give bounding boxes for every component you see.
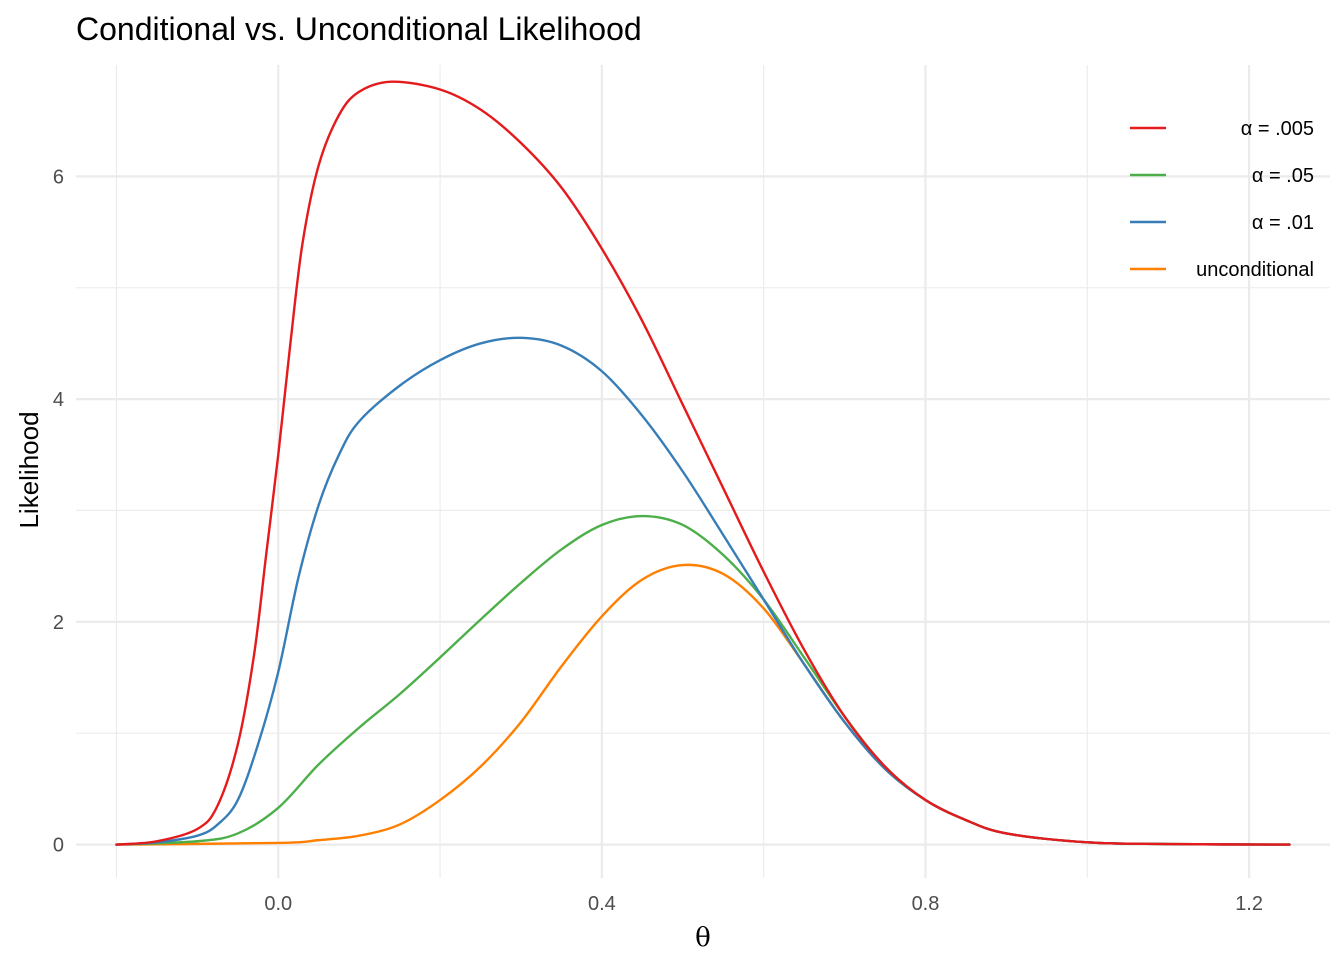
legend-label-0: α = .005 — [1241, 118, 1314, 140]
minor-gridlines — [76, 65, 1330, 878]
x-axis-title: θ — [695, 923, 711, 953]
x-tick-label: 1.2 — [1235, 893, 1263, 915]
y-axis-title: Likelihood — [14, 411, 44, 528]
series-line-0 — [115, 80, 1291, 846]
x-tick-label: 0.8 — [912, 893, 940, 915]
y-axis-ticks: 0 2 4 6 — [53, 166, 64, 856]
series-lines — [115, 80, 1291, 846]
major-gridlines — [76, 65, 1330, 878]
y-tick-label: 0 — [53, 835, 64, 857]
y-tick-label: 4 — [53, 389, 64, 411]
y-tick-label: 2 — [53, 612, 64, 634]
x-tick-label: 0.4 — [588, 893, 616, 915]
y-tick-label: 6 — [53, 166, 64, 188]
legend-label-1: α = .05 — [1252, 165, 1314, 187]
chart-title: Conditional vs. Unconditional Likelihood — [76, 11, 642, 47]
x-axis-ticks: 0.0 0.4 0.8 1.2 — [264, 893, 1263, 915]
legend-label-2: α = .01 — [1252, 212, 1314, 234]
series-line-2 — [115, 336, 1291, 846]
x-tick-label: 0.0 — [264, 893, 292, 915]
legend: α = .005 α = .05 α = .01 unconditional — [1130, 118, 1314, 281]
legend-label-3: unconditional — [1196, 259, 1314, 281]
